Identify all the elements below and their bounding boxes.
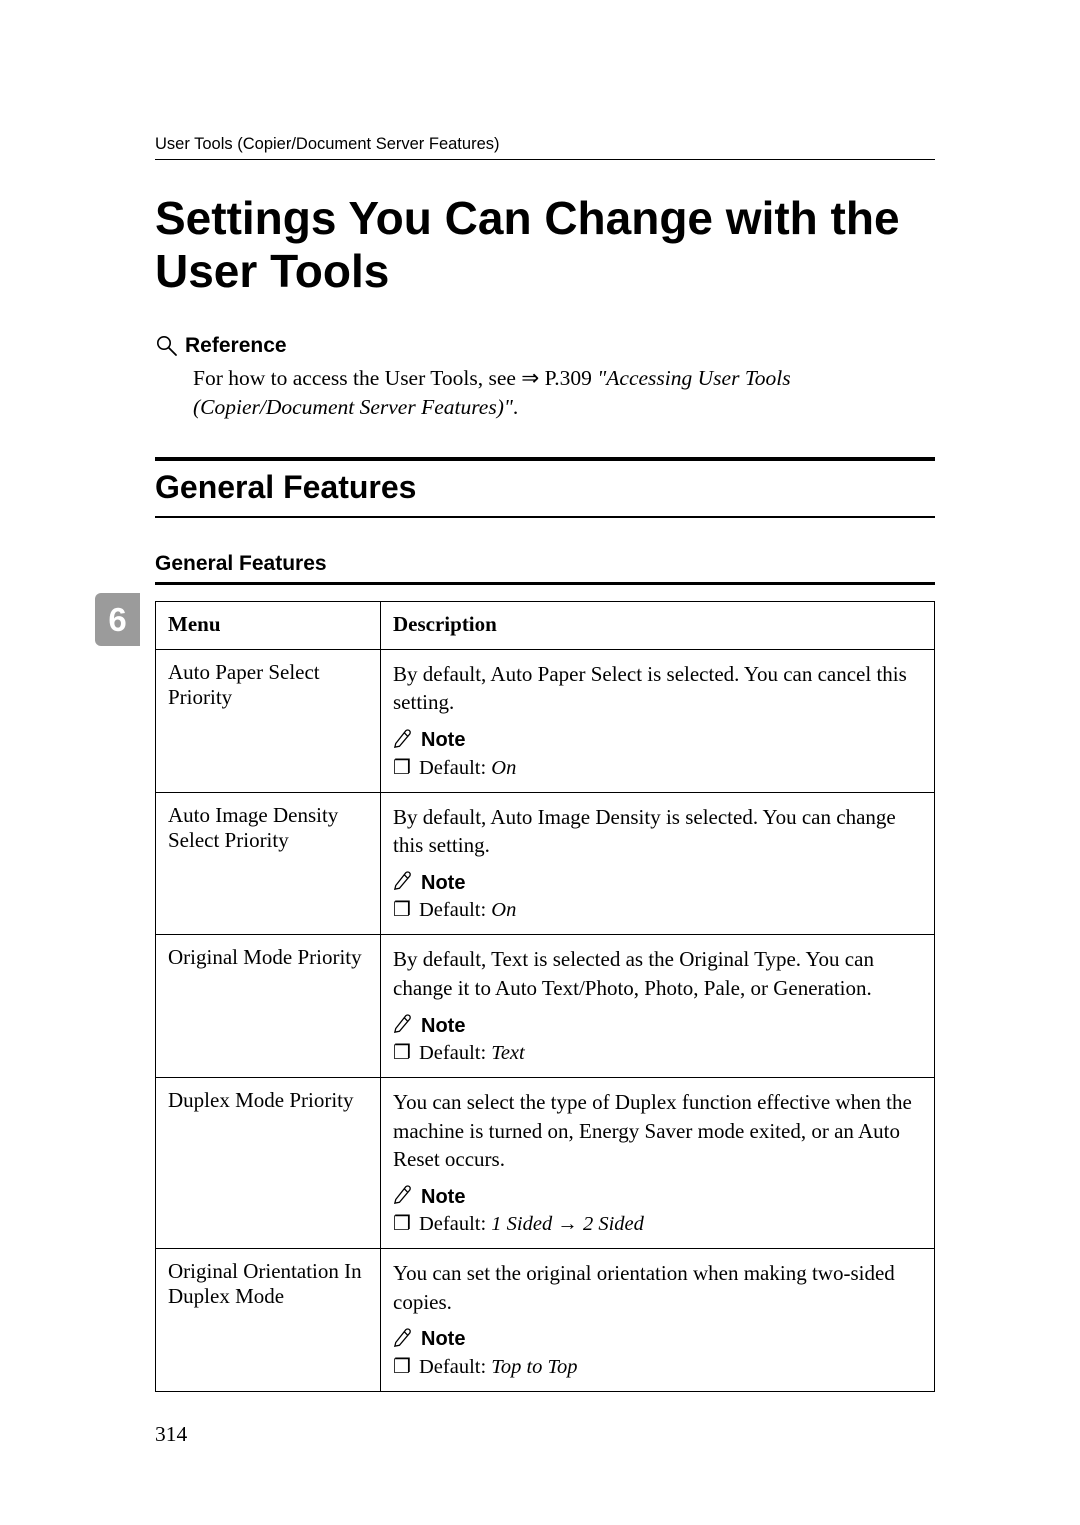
chapter-tab: 6 — [95, 593, 140, 646]
default-text: Default: Top to Top — [419, 1356, 578, 1379]
reference-body: For how to access the User Tools, see ⇒ … — [155, 364, 935, 423]
reference-body-post: . — [513, 395, 518, 419]
default-line: ❐ Default: Text — [393, 1042, 922, 1065]
menu-cell: Original Mode Priority — [156, 935, 381, 1078]
menu-cell: Original Orientation In Duplex Mode — [156, 1249, 381, 1392]
table-row: Original Mode Priority By default, Text … — [156, 935, 935, 1078]
default-value: Text — [491, 1042, 524, 1064]
default-line: ❐ Default: On — [393, 899, 922, 922]
note-label: Note — [421, 1015, 465, 1038]
pencil-icon — [393, 1326, 415, 1354]
note-label: Note — [421, 1328, 465, 1351]
table-row: Auto Image Density Select Priority By de… — [156, 792, 935, 935]
section-title: General Features — [155, 457, 935, 518]
desc-text: You can select the type of Duplex functi… — [393, 1088, 922, 1173]
desc-cell: By default, Auto Paper Select is selecte… — [381, 650, 935, 793]
main-title: Settings You Can Change with the User To… — [155, 192, 935, 298]
default-label: Default: — [419, 899, 491, 921]
default-label: Default: — [419, 1213, 491, 1235]
pencil-icon — [393, 1183, 415, 1211]
menu-cell: Duplex Mode Priority — [156, 1078, 381, 1249]
default-label: Default: — [419, 1356, 491, 1378]
features-table: Menu Description Auto Paper Select Prior… — [155, 601, 935, 1392]
desc-cell: By default, Text is selected as the Orig… — [381, 935, 935, 1078]
default-value: Top to Top — [491, 1356, 577, 1378]
default-line: ❐ Default: On — [393, 757, 922, 780]
pencil-icon — [393, 869, 415, 897]
desc-cell: You can select the type of Duplex functi… — [381, 1078, 935, 1249]
desc-text: By default, Auto Paper Select is selecte… — [393, 660, 922, 717]
col-desc: Description — [381, 602, 935, 650]
desc-text: You can set the original orientation whe… — [393, 1259, 922, 1316]
page-number: 314 — [155, 1422, 187, 1447]
desc-text: By default, Auto Image Density is select… — [393, 803, 922, 860]
bullet-icon: ❐ — [393, 1043, 409, 1063]
note-heading: Note — [393, 869, 922, 897]
bullet-icon: ❐ — [393, 758, 409, 778]
menu-cell: Auto Paper Select Priority — [156, 650, 381, 793]
bullet-icon: ❐ — [393, 1214, 409, 1234]
desc-text: By default, Text is selected as the Orig… — [393, 945, 922, 1002]
bullet-icon: ❐ — [393, 900, 409, 920]
note-heading: Note — [393, 727, 922, 755]
pencil-icon — [393, 1012, 415, 1040]
table-header-row: Menu Description — [156, 602, 935, 650]
col-menu: Menu — [156, 602, 381, 650]
default-text: Default: 1 Sided → 2 Sided — [419, 1213, 644, 1236]
reference-heading: Reference — [155, 334, 935, 358]
default-value: 1 Sided → 2 Sided — [491, 1213, 644, 1235]
default-value: On — [491, 757, 516, 779]
table-row: Duplex Mode Priority You can select the … — [156, 1078, 935, 1249]
reference-body-pre: For how to access the User Tools, see ⇒ … — [193, 366, 597, 390]
default-line: ❐ Default: 1 Sided → 2 Sided — [393, 1213, 922, 1236]
note-label: Note — [421, 872, 465, 895]
default-label: Default: — [419, 1042, 491, 1064]
default-label: Default: — [419, 757, 491, 779]
table-row: Original Orientation In Duplex Mode You … — [156, 1249, 935, 1392]
page-container: User Tools (Copier/Document Server Featu… — [0, 0, 1080, 1525]
default-text: Default: On — [419, 757, 516, 780]
running-head: User Tools (Copier/Document Server Featu… — [155, 135, 935, 160]
note-label: Note — [421, 1186, 465, 1209]
menu-cell: Auto Image Density Select Priority — [156, 792, 381, 935]
note-heading: Note — [393, 1183, 922, 1211]
desc-cell: You can set the original orientation whe… — [381, 1249, 935, 1392]
table-row: Auto Paper Select Priority By default, A… — [156, 650, 935, 793]
note-label: Note — [421, 729, 465, 752]
bullet-icon: ❐ — [393, 1357, 409, 1377]
sub-section-title: General Features — [155, 552, 935, 585]
default-text: Default: Text — [419, 1042, 525, 1065]
default-line: ❐ Default: Top to Top — [393, 1356, 922, 1379]
section-block: General Features — [155, 457, 935, 518]
note-heading: Note — [393, 1326, 922, 1354]
reference-label: Reference — [185, 334, 287, 358]
desc-cell: By default, Auto Image Density is select… — [381, 792, 935, 935]
default-value: On — [491, 899, 516, 921]
note-heading: Note — [393, 1012, 922, 1040]
pencil-icon — [393, 727, 415, 755]
reference-icon — [155, 334, 179, 358]
default-text: Default: On — [419, 899, 516, 922]
